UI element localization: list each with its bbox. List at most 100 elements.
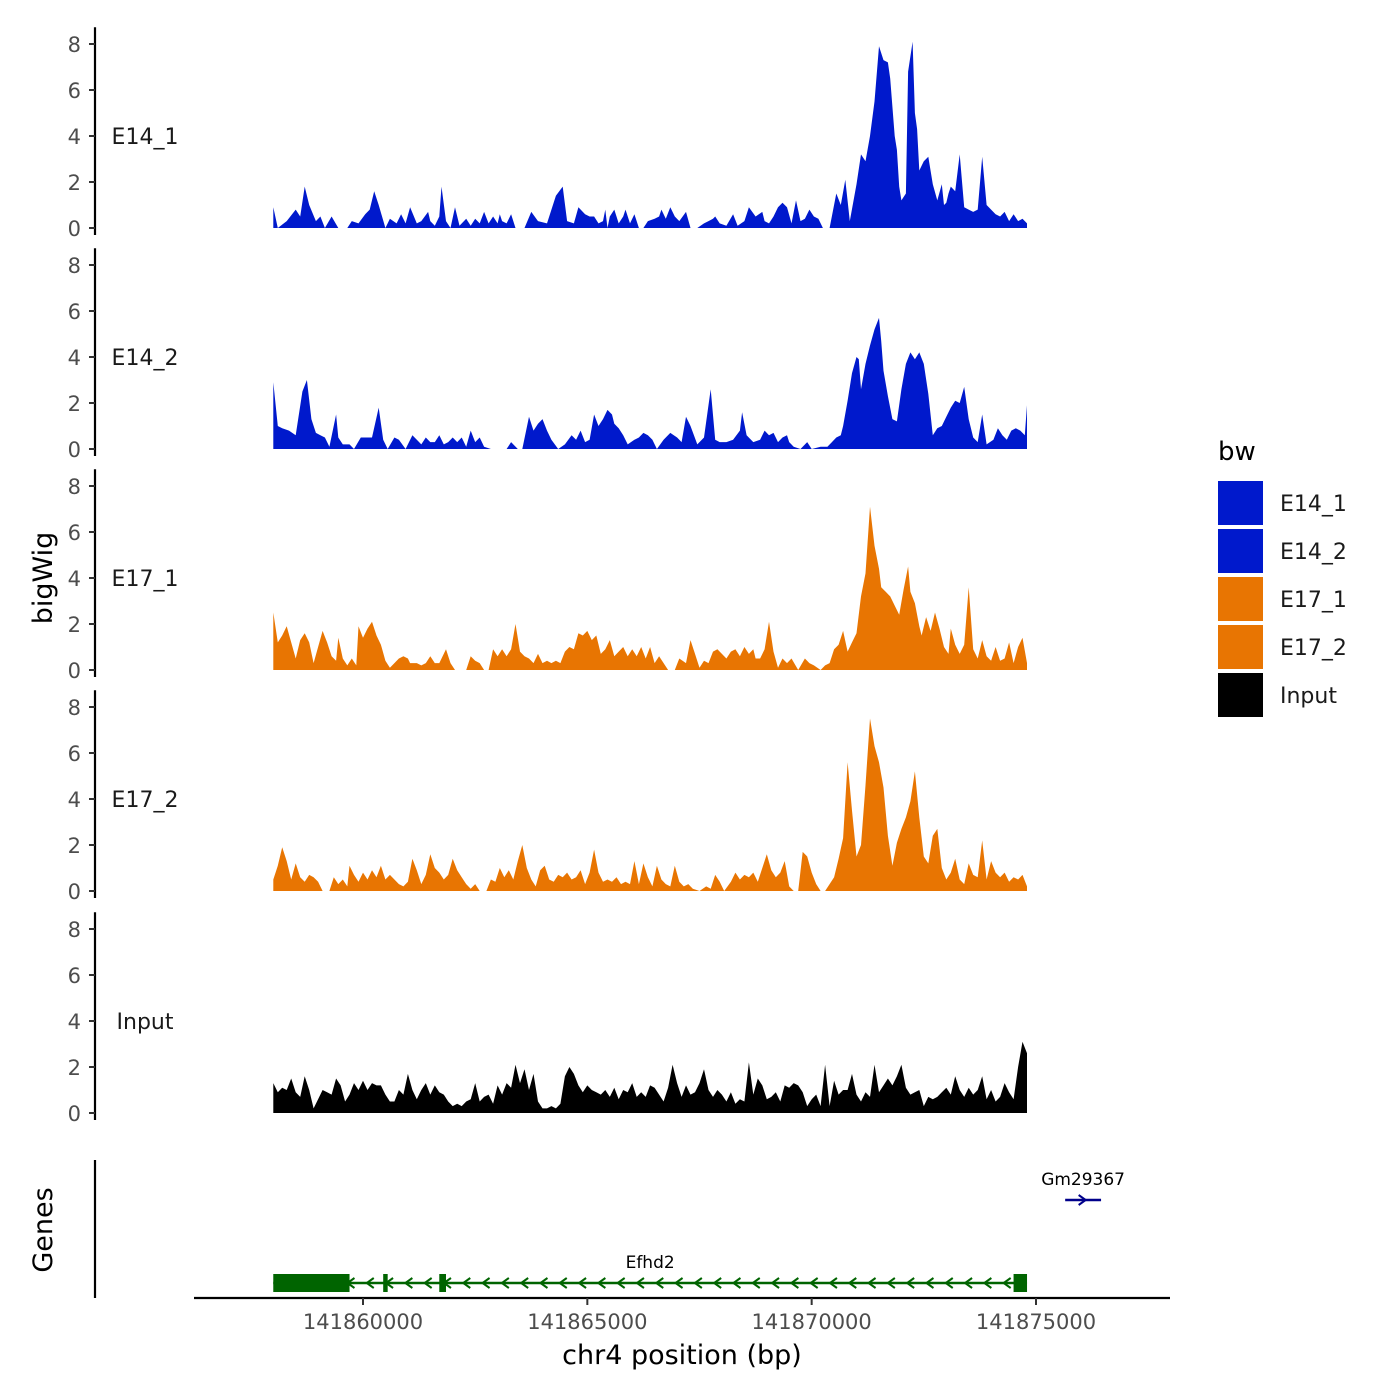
strand-arrow	[422, 1277, 433, 1289]
legend-label: E17_2	[1280, 636, 1347, 661]
gene-exon	[273, 1274, 350, 1292]
gene-exon	[1013, 1274, 1028, 1292]
strand-arrow	[924, 1277, 935, 1289]
gene-axis-title: Genes	[28, 1187, 59, 1272]
strand-arrow	[866, 1277, 877, 1289]
strand-arrow	[731, 1277, 742, 1289]
strand-arrow	[905, 1277, 915, 1289]
gene-Gm29367: Gm29367	[1041, 1170, 1125, 1206]
legend-swatch	[1218, 577, 1263, 621]
y-tick-label: 0	[68, 880, 81, 904]
legend-label: E14_1	[1280, 492, 1347, 517]
strand-arrow	[847, 1277, 857, 1289]
strand-arrow	[828, 1277, 838, 1289]
strand-arrow	[654, 1277, 664, 1289]
strand-arrow	[693, 1277, 703, 1289]
y-tick-label: 4	[68, 788, 81, 812]
strand-arrow	[712, 1277, 722, 1289]
gene-label: Efhd2	[626, 1253, 675, 1273]
legend-swatch	[1218, 673, 1263, 717]
y-tick-label: 0	[68, 217, 81, 241]
strand-arrow	[673, 1277, 684, 1289]
y-tick-label: 4	[68, 346, 81, 370]
strand-arrow	[963, 1277, 973, 1289]
track-label: E17_2	[112, 788, 179, 813]
coverage-area-E14_2	[273, 317, 1027, 449]
x-tick-label: 141870000	[752, 1310, 872, 1334]
coverage-area-E17_1	[273, 506, 1027, 670]
coverage-tracks: 0 2 4 6 8 E14_1 0 2 4 6 8 E14_2 0 2 4 6 8 E17_1 0 2 4 6 8 E17_2…	[68, 27, 1027, 1126]
coverage-area-Input	[273, 1041, 1027, 1113]
track-label: E14_1	[112, 125, 179, 150]
strand-arrow	[1078, 1194, 1088, 1206]
strand-arrow	[982, 1277, 992, 1289]
y-tick-label: 0	[68, 659, 81, 683]
strand-arrow	[461, 1277, 471, 1289]
coverage-area-E17_2	[273, 718, 1027, 891]
strand-arrow	[615, 1277, 626, 1289]
y-tick-label: 6	[68, 521, 81, 545]
gene-label: Gm29367	[1041, 1170, 1125, 1190]
strand-arrow	[596, 1277, 606, 1289]
track-E17_2: 0 2 4 6 8 E17_2	[68, 690, 1027, 904]
gene-exon	[439, 1274, 447, 1292]
y-tick-label: 6	[68, 300, 81, 324]
strand-arrow	[577, 1277, 587, 1289]
track-Input: 0 2 4 6 8 Input	[68, 912, 1027, 1126]
coverage-area-E14_1	[273, 41, 1027, 229]
strand-arrow	[365, 1277, 375, 1289]
strand-arrow	[558, 1277, 568, 1289]
y-axis-title: bigWig	[28, 532, 59, 625]
y-tick-label: 2	[68, 613, 81, 637]
strand-arrow	[808, 1277, 819, 1289]
y-tick-label: 8	[68, 475, 81, 499]
legend-swatch	[1218, 625, 1263, 669]
y-tick-label: 8	[68, 254, 81, 278]
x-tick-label: 141860000	[303, 1310, 423, 1334]
x-axis: 141860000 141865000 141870000 141875000	[194, 1296, 1170, 1334]
strand-arrow	[1001, 1277, 1012, 1289]
legend: bw E14_1 E14_2 E17_1 E17_2 Input	[1218, 437, 1347, 717]
y-tick-label: 0	[68, 1102, 81, 1126]
y-tick-label: 0	[68, 438, 81, 462]
y-tick-label: 8	[68, 918, 81, 942]
y-tick-label: 8	[68, 696, 81, 720]
y-tick-label: 6	[68, 964, 81, 988]
legend-swatch	[1218, 481, 1263, 525]
legend-label: E17_1	[1280, 588, 1347, 613]
strand-arrow	[886, 1277, 896, 1289]
y-tick-label: 4	[68, 567, 81, 591]
y-tick-label: 4	[68, 125, 81, 149]
y-tick-label: 2	[68, 171, 81, 195]
strand-arrow	[480, 1277, 491, 1289]
track-E14_1: 0 2 4 6 8 E14_1	[68, 27, 1027, 241]
legend-label: Input	[1280, 684, 1337, 709]
y-tick-label: 2	[68, 392, 81, 416]
strand-arrow	[944, 1277, 954, 1289]
gene-track: Efhd2 Gm29367	[93, 1160, 1125, 1298]
strand-arrow	[770, 1277, 780, 1289]
x-tick-label: 141865000	[527, 1310, 647, 1334]
strand-arrow	[751, 1277, 761, 1289]
legend-label: E14_2	[1280, 540, 1347, 565]
y-tick-label: 2	[68, 1056, 81, 1080]
legend-swatch	[1218, 529, 1263, 573]
track-E14_2: 0 2 4 6 8 E14_2	[68, 248, 1027, 462]
x-axis-title: chr4 position (bp)	[562, 1340, 802, 1371]
track-E17_1: 0 2 4 6 8 E17_1	[68, 469, 1027, 683]
track-label: Input	[117, 1010, 174, 1035]
track-label: E14_2	[112, 346, 179, 371]
y-tick-label: 6	[68, 79, 81, 103]
legend-title: bw	[1218, 437, 1256, 467]
track-label: E17_1	[112, 567, 179, 592]
gene-Efhd2: Efhd2	[273, 1253, 1028, 1292]
y-tick-label: 2	[68, 834, 81, 858]
gene-exon	[383, 1274, 388, 1292]
strand-arrow	[538, 1277, 549, 1289]
strand-arrow	[635, 1277, 645, 1289]
strand-arrow	[500, 1277, 510, 1289]
strand-arrow	[403, 1277, 413, 1289]
strand-arrow	[789, 1277, 799, 1289]
y-tick-label: 8	[68, 33, 81, 57]
